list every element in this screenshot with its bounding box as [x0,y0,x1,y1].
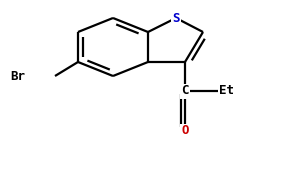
Text: C: C [181,85,189,97]
Text: S: S [172,12,180,24]
Text: Et: Et [219,85,234,97]
Text: O: O [181,124,189,138]
Text: Br: Br [10,69,25,82]
